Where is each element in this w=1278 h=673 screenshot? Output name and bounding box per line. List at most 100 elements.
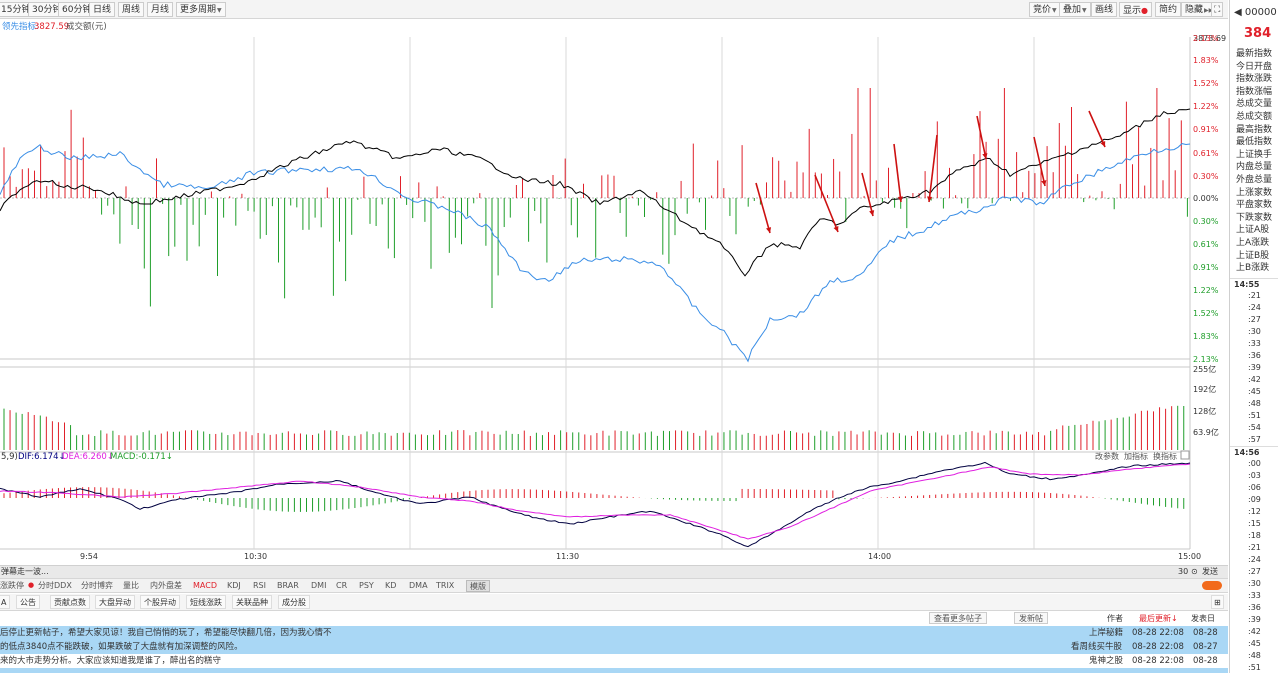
period-week-button[interactable]: 周线 [118,2,145,17]
percent-label: 1.22% [1193,286,1219,295]
add-indicator-button[interactable]: 加指标 [1124,451,1148,461]
list-item[interactable]: 来的大市走势分析。大家应该知道我是谁了，醉出名的糕守 鬼神之股 08-28 22… [0,654,1228,668]
tick-row: :18 [1248,531,1261,540]
percent-label: 0.91% [1193,125,1219,134]
intraday-chart[interactable]: 领先指标: 3827.59 成交额(元) 3873.69 2.13% 1.83% 1… [0,19,1228,565]
volume-axis-labels: 255亿 192亿 128亿 63.9亿 [1193,364,1219,437]
danmaku-input[interactable]: 弹幕走一波... [1,567,49,576]
tick-row: :09 [1248,495,1261,504]
list-item[interactable]: 的低点3840点不能跌破，如果跌破了大盘就有加深调整的风险。 看周线买牛股 08… [0,640,1228,654]
list-item[interactable]: 后停止更新帖子，希望大家见谅！我自己悄悄的玩了，希望能尽快翻几倍，因为我心情不 … [0,626,1228,640]
tab-related[interactable]: 关联品种 [232,595,272,609]
post-title[interactable]: 来的大市走势分析。大家应该知道我是谁了，醉出名的糕守 [0,656,222,666]
switch-indicator-button[interactable]: 换指标 [1153,451,1177,461]
latest-column-header[interactable]: 最后更新↓ [1139,614,1178,623]
tab-kdj[interactable]: KDJ [227,581,241,590]
tab-inner-outer[interactable]: 内外盘差 [150,581,182,590]
post-author[interactable]: 看周线买牛股 [1071,642,1123,652]
arrow-head-icon [766,227,772,233]
arrow-head-icon [982,153,988,159]
time-label: 9:54 [80,552,98,561]
display-dropdown[interactable]: 显示● [1119,2,1152,17]
more-posts-button[interactable]: 查看更多帖子 [929,612,987,624]
chevron-down-icon: ▼ [1082,7,1087,14]
notification-dot-icon: ● [28,581,35,589]
overlay-dropdown[interactable]: 叠加▼ [1059,2,1091,17]
leading-indicator-label: 领先指标: [2,21,39,32]
tab-constituents[interactable]: 成分股 [278,595,310,609]
hide-dropdown[interactable]: 隐藏▶▶ [1181,2,1218,17]
post-updated: 08-28 22:08 [1132,628,1184,638]
tab-dmi[interactable]: DMI [311,581,327,590]
period-day-button[interactable]: 日线 [89,2,116,17]
period-toolbar: 15分钟 30分钟 60分钟 日线 周线 月线 更多周期▼ 竞价▼ 叠加▼ 画线… [0,0,1228,19]
time-label: 15:00 [1178,552,1201,561]
indicator-tabs: 涨跌停 ● 分时DDX 分时博弈 量比 内外盘差 MACD KDJ RSI BR… [0,578,1228,593]
tick-row: :06 [1248,483,1261,492]
collapse-icon[interactable]: ◀ 00000 [1234,7,1277,18]
template-button[interactable]: 模版 [466,580,490,592]
draw-line-button[interactable]: 画线 [1091,2,1118,17]
tick-time-header: 14:56 [1230,446,1278,458]
tab-brar[interactable]: BRAR [277,581,299,590]
tab-limit[interactable]: 涨跌停 [0,581,24,590]
post-title[interactable]: 的低点3840点不能跌破，如果跌破了大盘就有加深调整的风险。 [0,642,243,652]
annotation-arrow [893,143,902,203]
tab-macd[interactable]: MACD [193,581,217,590]
tab-ddx[interactable]: 分时DDX [38,581,72,590]
tab-psy[interactable]: PSY [359,581,374,590]
simple-mode-button[interactable]: 简约 [1155,2,1182,17]
list-item[interactable] [0,668,1228,673]
tab-contribution[interactable]: 贡献点数 [50,595,90,609]
auction-dropdown[interactable]: 竞价▼ [1029,2,1061,17]
time-label: 11:30 [556,552,579,561]
tab-game[interactable]: 分时博弈 [81,581,113,590]
tick-row: :39 [1248,615,1261,624]
publish-column-header[interactable]: 发表日 [1191,614,1215,623]
tab-short-term[interactable]: 短线涨跌 [186,595,226,609]
tab-trix[interactable]: TRIX [436,581,455,590]
chart-canvas[interactable]: 领先指标: 3827.59 成交额(元) 3873.69 2.13% 1.83% 1… [0,19,1228,565]
tab-rsi[interactable]: RSI [253,581,266,590]
volume-axis-label: 255亿 [1193,364,1216,374]
tick-row: :42 [1248,627,1261,636]
edit-params-button[interactable]: 改参数 [1095,451,1119,461]
notification-dot-icon: ● [1141,6,1148,15]
fullscreen-icon[interactable]: ⛶ [1211,2,1224,17]
close-macd-icon[interactable] [1180,450,1190,460]
quote-label: 最高指数 [1236,124,1273,135]
annotation-arrow [976,115,987,160]
overlay-label: 叠加 [1063,5,1082,15]
tab-cr[interactable]: CR [336,581,348,590]
post-author[interactable]: 上岸秘籍 [1089,628,1124,638]
tick-row: :33 [1248,339,1261,348]
expand-icon[interactable]: ⊞ [1211,595,1224,609]
tab-kd[interactable]: KD [385,581,397,590]
volume-legend-label: 成交额(元) [66,21,107,32]
post-author[interactable]: 鬼神之股 [1089,656,1124,666]
time-axis: 9:54 10:30 11:30 14:00 15:00 [80,552,1201,561]
new-post-button[interactable]: 发新帖 [1014,612,1048,624]
tab-stock-movement[interactable]: 个股异动 [140,595,180,609]
tick-row: :36 [1248,603,1261,612]
tab-market-movement[interactable]: 大盘异动 [95,595,135,609]
more-period-label: 更多周期 [180,5,217,15]
toggle-switch[interactable] [1202,581,1222,590]
more-period-dropdown[interactable]: 更多周期▼ [176,2,226,17]
danmaku-send-button[interactable]: 发送 [1202,567,1218,576]
author-column-header[interactable]: 作者 [1107,614,1123,623]
tab-volume-ratio[interactable]: 量比 [123,581,139,590]
tick-row: :51 [1248,663,1261,672]
tick-row: :48 [1248,399,1261,408]
tab-announcement[interactable]: 公告 [16,595,40,609]
arrow-head-icon [897,196,903,202]
tab-forum[interactable]: A [0,595,11,609]
tab-dma[interactable]: DMA [409,581,428,590]
post-title[interactable]: 后停止更新帖子，希望大家见谅！我自己悄悄的玩了，希望能尽快翻几倍，因为我心情不 [0,628,332,638]
tick-time-header: 14:55 [1230,278,1278,290]
period-month-button[interactable]: 月线 [147,2,174,17]
tick-row: :30 [1248,327,1261,336]
macd-value-label: MACD:-0.171↓ [110,452,173,462]
settings-icon[interactable]: ⊙ [1191,567,1198,576]
double-chevron-right-icon: ▶▶ [1204,7,1214,14]
